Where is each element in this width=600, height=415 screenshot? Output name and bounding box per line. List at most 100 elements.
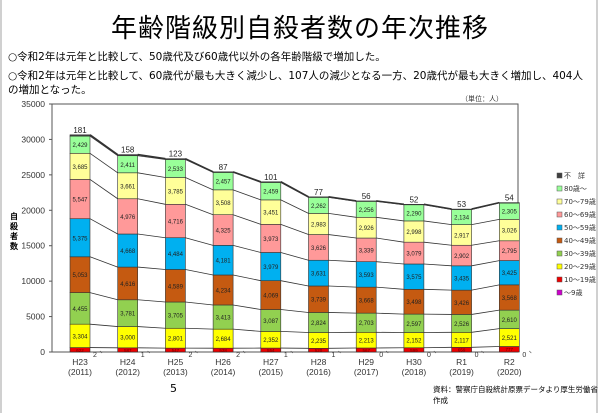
x-tick-label: H27 bbox=[263, 357, 279, 367]
x-tick-label-year: (2014) bbox=[211, 367, 236, 377]
data-label: 3,451 bbox=[263, 211, 279, 217]
data-label-under9: 2 bbox=[93, 352, 97, 359]
data-label: 3,593 bbox=[359, 273, 375, 279]
data-label: 2,526 bbox=[454, 322, 470, 328]
data-label: 3,425 bbox=[502, 271, 518, 277]
data-label: 4,668 bbox=[120, 249, 136, 255]
series-connector-line bbox=[376, 237, 404, 243]
x-tick-label: H29 bbox=[358, 357, 374, 367]
data-label-under9: 2 bbox=[236, 352, 240, 359]
data-label: 3,631 bbox=[311, 272, 327, 278]
data-label: 2,235 bbox=[311, 339, 327, 345]
series-connector-line bbox=[137, 153, 166, 160]
data-label: 2,305 bbox=[502, 210, 518, 216]
x-tick-label: H30 bbox=[406, 357, 422, 367]
series-connector-line bbox=[328, 285, 357, 288]
series-connector-line bbox=[280, 199, 309, 214]
data-label: 3,435 bbox=[454, 276, 470, 282]
data-label: 622 bbox=[76, 348, 84, 353]
y-axis-label: 自殺者数 bbox=[10, 212, 18, 251]
legend-swatch bbox=[556, 211, 563, 218]
data-label: 3,668 bbox=[359, 299, 375, 305]
data-label: 2,703 bbox=[359, 321, 375, 327]
legend-label: 50〜59歳 bbox=[564, 223, 596, 232]
series-connector-line bbox=[185, 269, 214, 276]
data-label-under9: 2 bbox=[188, 352, 192, 359]
series-connector-line bbox=[423, 288, 452, 291]
series-connector-line bbox=[89, 256, 118, 268]
series-connector-line bbox=[137, 299, 166, 303]
series-connector-line bbox=[185, 157, 214, 173]
series-connector-line bbox=[89, 323, 118, 327]
data-label: 2,917 bbox=[454, 233, 470, 239]
leader-mark bbox=[433, 350, 437, 354]
data-label: 2,998 bbox=[406, 230, 422, 236]
x-tick-label-year: (2017) bbox=[354, 367, 379, 377]
series-connector-line bbox=[137, 155, 166, 160]
data-label: 2,152 bbox=[406, 339, 422, 345]
data-label: 520 bbox=[315, 348, 323, 353]
series-connector-line bbox=[471, 260, 500, 267]
series-connector-line bbox=[423, 220, 452, 225]
data-label: 2,801 bbox=[168, 337, 184, 343]
data-label: 5,375 bbox=[72, 236, 88, 242]
leader-mark bbox=[481, 350, 484, 354]
data-label: 3,781 bbox=[120, 312, 136, 318]
legend-swatch bbox=[556, 289, 563, 296]
series-connector-line bbox=[185, 237, 214, 246]
data-label-unknown: 56 bbox=[362, 192, 371, 201]
x-tick-label: H23 bbox=[72, 357, 88, 367]
series-connector-line bbox=[137, 198, 166, 205]
data-label: 3,705 bbox=[168, 314, 184, 320]
series-connector-line bbox=[89, 179, 118, 200]
data-label: 3,979 bbox=[263, 265, 279, 271]
series-connector-line bbox=[232, 244, 261, 253]
legend-label: 40〜49歳 bbox=[564, 236, 596, 245]
data-label: 4,484 bbox=[168, 252, 184, 258]
data-label: 2,824 bbox=[311, 321, 327, 327]
x-tick-label-year: (2015) bbox=[259, 367, 284, 377]
bar-segment bbox=[260, 181, 282, 183]
bar-segment bbox=[69, 134, 91, 137]
series-connector-line bbox=[328, 196, 357, 202]
y-tick-label: 5000 bbox=[26, 312, 45, 322]
data-label: 567 bbox=[362, 348, 370, 353]
data-label: 5,053 bbox=[72, 273, 88, 279]
data-label: 5,547 bbox=[72, 198, 88, 204]
data-label: 777 bbox=[506, 347, 514, 352]
leader-mark bbox=[338, 350, 341, 354]
bar-segment bbox=[355, 200, 377, 202]
legend-swatch bbox=[556, 185, 563, 192]
y-tick-label: 20000 bbox=[21, 205, 45, 215]
series-connector-line bbox=[471, 309, 500, 315]
series-connector-line bbox=[89, 218, 118, 235]
leader-mark bbox=[147, 350, 150, 354]
series-connector-line bbox=[233, 304, 261, 310]
bar-segment bbox=[451, 208, 472, 210]
unit-label: （単位：人） bbox=[461, 95, 503, 103]
data-label: 3,087 bbox=[263, 319, 279, 325]
series-connector-line bbox=[185, 177, 214, 191]
bar-segment bbox=[165, 158, 186, 160]
series-connector-line bbox=[376, 200, 404, 206]
series-connector-line bbox=[328, 234, 357, 239]
series-connector-line bbox=[233, 274, 261, 282]
leader-mark bbox=[195, 350, 198, 354]
x-tick-label: H24 bbox=[120, 357, 136, 367]
leader-mark bbox=[99, 350, 103, 354]
bar-segment bbox=[117, 154, 138, 157]
data-label-unknown: 158 bbox=[121, 146, 135, 155]
data-label: 2,213 bbox=[359, 339, 375, 345]
bar-segment bbox=[498, 202, 520, 204]
data-label: 3,304 bbox=[72, 334, 88, 340]
data-label-unknown: 54 bbox=[505, 194, 514, 203]
series-connector-line bbox=[185, 301, 214, 306]
series-connector-line bbox=[471, 284, 500, 291]
data-label: 2,134 bbox=[454, 216, 470, 222]
data-label: 3,498 bbox=[406, 300, 422, 306]
legend-swatch bbox=[556, 172, 563, 179]
series-connector-line bbox=[423, 203, 452, 210]
series-connector-line bbox=[471, 346, 500, 348]
legend-label: 20〜29歳 bbox=[564, 262, 596, 271]
